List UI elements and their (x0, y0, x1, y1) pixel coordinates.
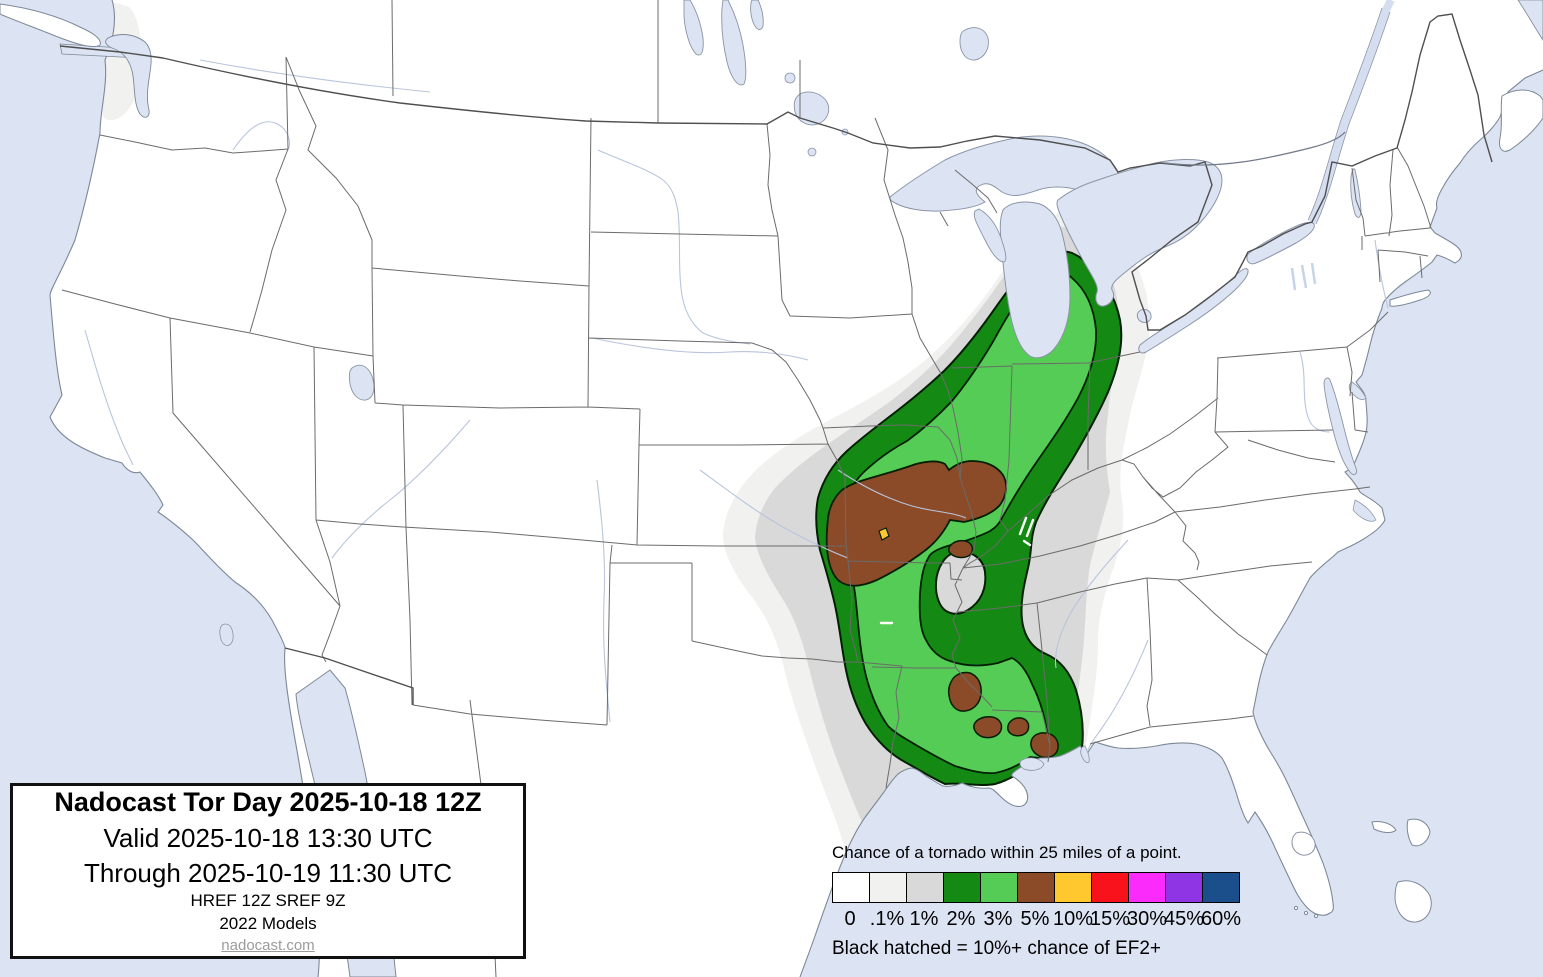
legend-swatch-0 (832, 872, 870, 903)
green-bay (973, 208, 1007, 263)
legend-hatch-note: Black hatched = 10%+ chance of EF2+ (832, 938, 1162, 959)
florida-key-2 (1303, 910, 1309, 916)
bahamas-andros (1394, 880, 1432, 923)
finger-lakes (1290, 262, 1317, 291)
salton-sea (219, 623, 234, 646)
contour-5-arkansas (947, 671, 982, 712)
gulf-atlantic-ocean (800, 70, 1543, 977)
legend-label-30%: 30% (1127, 908, 1168, 930)
white-hatch-marks (879, 516, 1035, 625)
chesapeake-bay (1323, 377, 1357, 475)
title-box: Nadocast Tor Day 2025-10-18 12Z Valid 20… (10, 783, 526, 959)
ottawa-river (1164, 131, 1346, 166)
lake-pontchartrain (1019, 757, 1045, 771)
sacramento-river (84, 329, 134, 466)
valid-time: Valid 2025-10-18 13:30 UTC (103, 823, 433, 854)
rio-grande-upper (596, 479, 611, 723)
florida-key-1 (1313, 913, 1319, 919)
saskatchewan-river (199, 59, 431, 93)
state-borders (61, 0, 1432, 977)
legend-swatch-60% (1202, 872, 1240, 903)
legend-swatch-10% (1054, 872, 1092, 903)
legend-label-60%: 60% (1201, 908, 1242, 930)
legend: Chance of a tornado within 25 miles of a… (832, 843, 1242, 960)
models-year-line: 2022 Models (219, 913, 317, 933)
lake-michigan (999, 201, 1071, 359)
platte-river (591, 337, 809, 361)
lake-winnipegosis (683, 0, 704, 56)
legend-swatch-15% (1091, 872, 1129, 903)
legend-swatch-30% (1128, 872, 1166, 903)
arkansas-river (699, 469, 849, 559)
contour-5-louisiana-1 (973, 716, 1003, 739)
pacific-coastline (49, 0, 321, 977)
pamlico-sound (1352, 499, 1377, 522)
lake-nipigon (959, 27, 989, 61)
great-salt-lake (348, 364, 375, 401)
contour-10 (878, 527, 890, 541)
legend-swatch-2% (943, 872, 981, 903)
florida-key-3 (1293, 905, 1299, 911)
missouri-river-missouri (837, 469, 967, 519)
delaware-bay (1348, 381, 1367, 400)
contour-5-coastal (1030, 732, 1059, 759)
st-lawrence-river (1308, 0, 1395, 224)
lake-winnipeg (721, 0, 747, 86)
legend-label-15%: 15% (1090, 908, 1131, 930)
contour-5-louisiana-2 (1007, 717, 1030, 737)
st-lawrence-edges (1307, 7, 1391, 225)
tennessee-river (1054, 539, 1129, 669)
colorado-river-upper (331, 419, 471, 559)
pacific-ocean (0, 0, 320, 977)
rivers (84, 59, 1389, 751)
contour-hole-1 (934, 550, 987, 615)
forecast-title: Nadocast Tor Day 2025-10-18 12Z (54, 787, 482, 818)
lake-manitoba (750, 0, 764, 30)
international-border (59, 13, 1493, 705)
legend-label-.1%: .1% (869, 908, 905, 930)
legend-label-45%: 45% (1164, 908, 1205, 930)
contour-5-small-1 (947, 539, 974, 559)
bahamas-abaco (1406, 818, 1431, 847)
models-line: HREF 12Z SREF 9Z (190, 891, 346, 911)
legend-swatch-.1% (869, 872, 907, 903)
long-island (1389, 289, 1431, 307)
hudson-river (1374, 239, 1389, 309)
legend-color-scale (832, 872, 1240, 903)
probability-contours (81, 2, 1150, 853)
lake-st-clair (1136, 309, 1152, 323)
minnesota-lake-2 (784, 72, 796, 84)
lake-ontario (1246, 221, 1315, 265)
legend-label-0: 0 (844, 908, 856, 930)
legend-heading: Chance of a tornado within 25 miles of a… (832, 843, 1182, 862)
contour-3 (842, 270, 1097, 775)
legend-swatch-5% (1017, 872, 1055, 903)
susquehanna-river (1299, 351, 1331, 433)
legend-label-3%: 3% (983, 908, 1013, 930)
legend-label-1%: 1% (909, 908, 939, 930)
gulf-st-lawrence (1517, 0, 1543, 41)
mobile-bay (1080, 745, 1090, 763)
through-time: Through 2025-10-19 11:30 UTC (83, 857, 453, 888)
missouri-river-dakotas (597, 149, 751, 345)
legend-label-5%: 5% (1020, 908, 1050, 930)
legend-labels: 0 .1% 1% 2% 3% 5% 10% 15% 30% 45% 60% (832, 908, 1242, 931)
legend-swatch-1% (906, 872, 944, 903)
lake-huron (1056, 159, 1223, 307)
legend-swatch-3% (980, 872, 1018, 903)
legend-label-2%: 2% (946, 908, 976, 930)
islands (0, 3, 1543, 923)
legend-swatch-45% (1165, 872, 1203, 903)
nadocast-link[interactable]: nadocast.com (221, 937, 315, 955)
legend-label-10%: 10% (1053, 908, 1094, 930)
nova-scotia (1499, 89, 1543, 152)
minnesota-lake-1 (807, 147, 817, 157)
vancouver-island (0, 3, 101, 47)
gulf-atlantic-coastline (799, 69, 1543, 977)
bahamas-grand-bahama (1371, 821, 1397, 833)
lake-okeechobee (1291, 831, 1316, 856)
columbia-river-upper (232, 121, 291, 151)
